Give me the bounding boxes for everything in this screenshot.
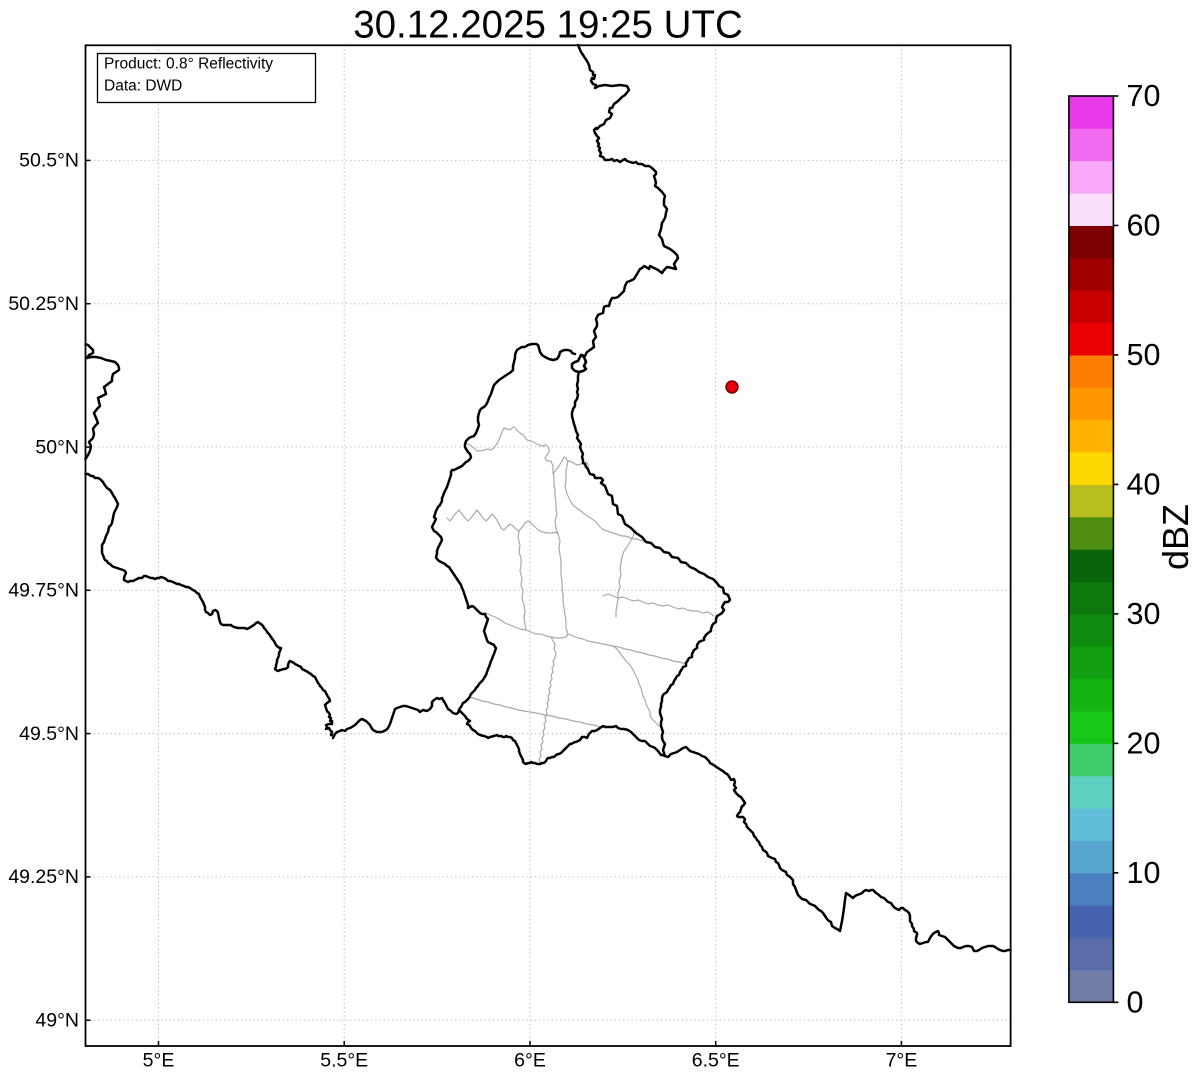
svg-text:20: 20 bbox=[1127, 727, 1161, 761]
svg-text:50.25°N: 50.25°N bbox=[8, 293, 79, 315]
svg-text:40: 40 bbox=[1127, 468, 1161, 502]
svg-text:30.12.2025 19:25 UTC: 30.12.2025 19:25 UTC bbox=[353, 4, 743, 47]
svg-text:0: 0 bbox=[1127, 986, 1144, 1020]
svg-text:50: 50 bbox=[1127, 338, 1161, 372]
svg-text:10: 10 bbox=[1127, 856, 1161, 890]
svg-text:60: 60 bbox=[1127, 209, 1161, 243]
svg-text:Data: DWD: Data: DWD bbox=[104, 78, 182, 95]
svg-text:30: 30 bbox=[1127, 597, 1161, 631]
svg-text:70: 70 bbox=[1127, 79, 1161, 113]
svg-text:6.5°E: 6.5°E bbox=[692, 1050, 740, 1072]
svg-text:7°E: 7°E bbox=[886, 1050, 918, 1072]
svg-text:5°E: 5°E bbox=[143, 1050, 175, 1072]
svg-text:49.75°N: 49.75°N bbox=[8, 580, 79, 602]
svg-text:6°E: 6°E bbox=[514, 1050, 546, 1072]
svg-text:5.5°E: 5.5°E bbox=[320, 1050, 368, 1072]
svg-text:49.25°N: 49.25°N bbox=[8, 866, 79, 888]
svg-text:49°N: 49°N bbox=[35, 1010, 79, 1032]
svg-text:50°N: 50°N bbox=[35, 436, 79, 458]
svg-text:49.5°N: 49.5°N bbox=[19, 723, 79, 745]
svg-text:dBZ: dBZ bbox=[1155, 504, 1196, 570]
svg-text:Product: 0.8° Reflectivity: Product: 0.8° Reflectivity bbox=[104, 56, 273, 73]
svg-text:50.5°N: 50.5°N bbox=[19, 150, 79, 172]
